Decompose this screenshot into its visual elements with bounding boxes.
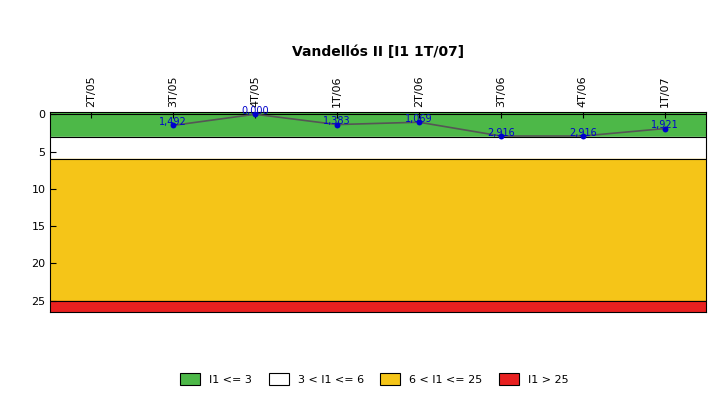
Bar: [50, 159, 706, 301]
Bar: [50, 112, 706, 137]
Title: Vandellós II [I1 1T/07]: Vandellós II [I1 1T/07]: [292, 46, 464, 60]
Point: [495, 133, 507, 139]
Text: 1,383: 1,383: [323, 116, 351, 126]
Text: 1,069: 1,069: [405, 114, 433, 124]
Text: 1,492: 1,492: [159, 117, 187, 127]
Text: 1,921: 1,921: [651, 120, 678, 130]
Bar: [50, 137, 706, 159]
Text: 0,000: 0,000: [241, 106, 269, 116]
Bar: [50, 301, 706, 312]
Legend: I1 <= 3, 3 < I1 <= 6, 6 < I1 <= 25, I1 > 25: I1 <= 3, 3 < I1 <= 6, 6 < I1 <= 25, I1 >…: [175, 368, 574, 390]
Text: 2,916: 2,916: [487, 128, 515, 138]
Point: [577, 133, 588, 139]
Point: [249, 111, 261, 118]
Point: [659, 125, 670, 132]
Point: [168, 122, 179, 128]
Point: [331, 121, 343, 128]
Point: [413, 119, 425, 126]
Text: 2,916: 2,916: [569, 128, 597, 138]
